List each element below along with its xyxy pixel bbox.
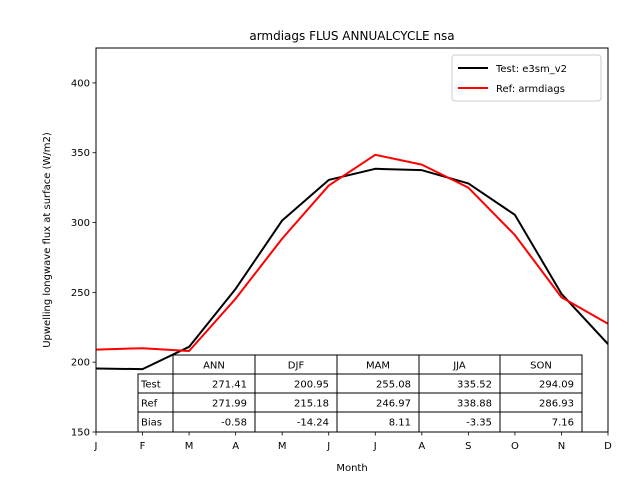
y-axis-label: Upwelling longwave flux at surface (W/m2… xyxy=(42,132,53,348)
table-cell-value: 246.97 xyxy=(376,399,411,410)
legend-label: Test: e3sm_v2 xyxy=(495,64,567,75)
y-tick-label: 150 xyxy=(71,428,90,439)
table-column-header: JJA xyxy=(452,361,466,372)
table-cell-value: 255.08 xyxy=(376,380,411,391)
table-cell-value: 286.93 xyxy=(539,399,574,410)
x-tick-label: A xyxy=(232,441,239,452)
series-line xyxy=(95,167,609,371)
y-tick-label: 250 xyxy=(71,288,90,299)
y-tick-label: 200 xyxy=(71,358,90,369)
table-cell-value: 271.99 xyxy=(212,399,247,410)
table-row-label: Ref xyxy=(141,399,158,410)
table-cell-value: 8.11 xyxy=(389,418,411,429)
table-cell-value: 271.41 xyxy=(212,380,247,391)
y-tick-label: 350 xyxy=(71,148,90,159)
x-tick-label: J xyxy=(373,441,377,452)
x-tick-label: J xyxy=(94,441,98,452)
table-row-label: Bias xyxy=(141,418,162,429)
series-layer xyxy=(95,153,609,371)
x-tick-label: M xyxy=(278,441,287,452)
x-axis-label: Month xyxy=(336,463,367,474)
table-cell-value: -3.35 xyxy=(466,418,492,429)
table-cell-value: 335.52 xyxy=(457,380,492,391)
table-cell-value: 7.16 xyxy=(552,418,574,429)
table-cell-value: 294.09 xyxy=(539,380,574,391)
x-tick-label: N xyxy=(558,441,565,452)
series-line xyxy=(95,153,609,353)
x-tick-label: A xyxy=(418,441,425,452)
y-tick-label: 300 xyxy=(71,218,90,229)
table-column-header: ANN xyxy=(203,361,225,372)
x-tick-label: F xyxy=(140,441,146,452)
table-body-bg xyxy=(137,373,583,433)
table-column-header: SON xyxy=(530,361,552,372)
legend: Test: e3sm_v2 Ref: armdiags xyxy=(451,54,602,102)
table-column-header: DJF xyxy=(288,361,305,372)
x-tick-label: S xyxy=(465,441,471,452)
table-cell-value: 338.88 xyxy=(457,399,492,410)
legend-label: Ref: armdiags xyxy=(496,84,565,95)
plot-frame xyxy=(95,47,609,433)
y-tick-label: 400 xyxy=(71,78,90,89)
x-tick-label: D xyxy=(604,441,612,452)
chart-title: armdiags FLUS ANNUALCYCLE nsa xyxy=(249,29,454,43)
x-tick-label: O xyxy=(511,441,519,452)
table-row-label: Test xyxy=(140,380,161,391)
y-axis: 150 200 250 300 350 400 xyxy=(71,78,96,439)
table-cell-value: 200.95 xyxy=(294,380,329,391)
table-cell-value: 215.18 xyxy=(294,399,329,410)
x-tick-label: M xyxy=(185,441,194,452)
table-column-header: MAM xyxy=(366,361,390,372)
x-tick-label: J xyxy=(326,441,330,452)
stats-table: ANN DJF MAM JJA SON Test 271.41 200.95 255.08 335… xyxy=(137,354,583,433)
table-cell-value: -14.24 xyxy=(297,418,329,429)
legend-box xyxy=(451,54,602,102)
table-cell-value: -0.58 xyxy=(221,418,247,429)
